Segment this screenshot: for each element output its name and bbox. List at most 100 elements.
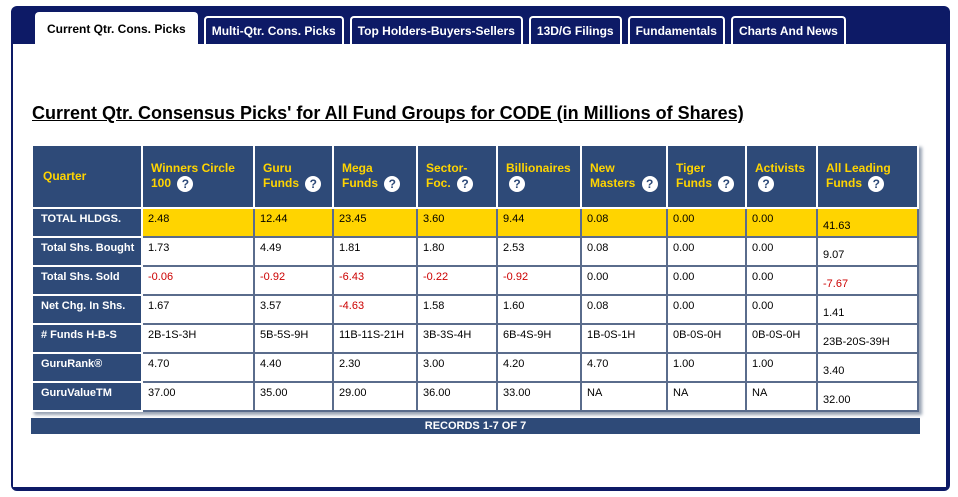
table-cell: 9.44 bbox=[496, 207, 582, 238]
column-header-label: Activists bbox=[755, 161, 806, 175]
column-header-label: Winners Circle 100 bbox=[151, 161, 235, 191]
table-cell: 3.40 bbox=[816, 352, 919, 383]
table-cell: 2.53 bbox=[496, 236, 582, 267]
row-label: GuruValueTM bbox=[31, 381, 143, 412]
table-cell: 0B-0S-0H bbox=[745, 323, 818, 354]
row-label: # Funds H-B-S bbox=[31, 323, 143, 354]
table-row: Net Chg. In Shs. 1.67 3.57 -4.63 1.58 1.60 0.0… bbox=[31, 294, 919, 325]
tab-top-holders-buyers-sellers[interactable]: Top Holders-Buyers-Sellers bbox=[349, 16, 523, 44]
table-row: Total Shs. Bought 1.73 4.49 1.81 1.80 2.53 0.0… bbox=[31, 236, 919, 267]
table-cell: 2.30 bbox=[332, 352, 418, 383]
table-cell: 1.58 bbox=[416, 294, 498, 325]
table-cell: 1.81 bbox=[332, 236, 418, 267]
table-cell: 0.00 bbox=[666, 294, 747, 325]
table-cell: 0.00 bbox=[666, 207, 747, 238]
table-cell: 4.70 bbox=[141, 352, 255, 383]
row-label: GuruRank® bbox=[31, 352, 143, 383]
table-cell: 3.57 bbox=[253, 294, 334, 325]
table-cell: NA bbox=[666, 381, 747, 412]
table-row: TOTAL HLDGS. 2.48 12.44 23.45 3.60 9.44 0.08 0.… bbox=[31, 207, 919, 238]
table-cell: 0.08 bbox=[580, 207, 668, 238]
table-cell: -6.43 bbox=[332, 265, 418, 296]
tab-bar: Current Qtr. Cons. Picks Multi-Qtr. Cons… bbox=[35, 12, 846, 44]
table-cell: 1.67 bbox=[141, 294, 255, 325]
column-header: Billionaires ? bbox=[496, 144, 582, 209]
consensus-table: Quarter Winners Circle 100 ? Guru Funds ?… bbox=[31, 144, 919, 412]
table-cell: -0.92 bbox=[253, 265, 334, 296]
table-cell: 0.08 bbox=[580, 236, 668, 267]
row-label: Total Shs. Sold bbox=[31, 265, 143, 296]
tab-charts-and-news[interactable]: Charts And News bbox=[730, 16, 846, 44]
column-header: Winners Circle 100 ? bbox=[141, 144, 255, 209]
table-cell: 0.00 bbox=[666, 236, 747, 267]
page-title: Current Qtr. Consensus Picks' for All Fu… bbox=[32, 103, 744, 123]
tab-multi-qtr-cons-picks[interactable]: Multi-Qtr. Cons. Picks bbox=[203, 16, 344, 44]
table-row: Total Shs. Sold -0.06 -0.92 -6.43 -0.22 -0.92… bbox=[31, 265, 919, 296]
table-cell: 9.07 bbox=[816, 236, 919, 267]
table-row: GuruRank® 4.70 4.40 2.30 3.00 4.20 4.70 1.00 1.0… bbox=[31, 352, 919, 383]
table-cell: 4.49 bbox=[253, 236, 334, 267]
help-icon[interactable]: ? bbox=[177, 176, 194, 192]
help-icon[interactable]: ? bbox=[718, 176, 735, 192]
column-header-label: Guru Funds bbox=[263, 161, 299, 191]
table-cell: 12.44 bbox=[253, 207, 334, 238]
help-icon[interactable]: ? bbox=[641, 176, 658, 192]
table-cell: 1.00 bbox=[666, 352, 747, 383]
help-icon[interactable]: ? bbox=[509, 176, 525, 192]
column-header: All Leading Funds ? bbox=[816, 144, 919, 209]
table-cell: 0.00 bbox=[580, 265, 668, 296]
table-cell: 0B-0S-0H bbox=[666, 323, 747, 354]
table-cell: 36.00 bbox=[416, 381, 498, 412]
tab-current-qtr-cons-picks[interactable]: Current Qtr. Cons. Picks bbox=[35, 12, 198, 44]
table-cell: 37.00 bbox=[141, 381, 255, 412]
row-label: TOTAL HLDGS. bbox=[31, 207, 143, 238]
help-icon[interactable]: ? bbox=[305, 176, 322, 192]
table-body: TOTAL HLDGS. 2.48 12.44 23.45 3.60 9.44 0.08 0.… bbox=[31, 207, 919, 412]
tab-fundamentals[interactable]: Fundamentals bbox=[627, 16, 725, 44]
table-cell: -4.63 bbox=[332, 294, 418, 325]
table-cell: -0.92 bbox=[496, 265, 582, 296]
table-cell: 4.40 bbox=[253, 352, 334, 383]
column-header: New Masters ? bbox=[580, 144, 668, 209]
table-cell: 1.00 bbox=[745, 352, 818, 383]
table-cell: 4.70 bbox=[580, 352, 668, 383]
row-label: Net Chg. In Shs. bbox=[31, 294, 143, 325]
table-cell: 0.00 bbox=[745, 294, 818, 325]
table-row: GuruValueTM 37.00 35.00 29.00 36.00 33.00 NA NA… bbox=[31, 381, 919, 412]
table-cell: 4.20 bbox=[496, 352, 582, 383]
column-header: Tiger Funds ? bbox=[666, 144, 747, 209]
column-header: Sector-Foc. ? bbox=[416, 144, 498, 209]
table-cell: NA bbox=[580, 381, 668, 412]
column-header: Guru Funds ? bbox=[253, 144, 334, 209]
table-cell: 0.00 bbox=[745, 207, 818, 238]
table-cell: -7.67 bbox=[816, 265, 919, 296]
table-cell: 1.60 bbox=[496, 294, 582, 325]
help-icon[interactable]: ? bbox=[384, 176, 401, 192]
help-icon[interactable]: ? bbox=[868, 176, 885, 192]
column-header: Activists ? bbox=[745, 144, 818, 209]
tab-13dg-filings[interactable]: 13D/G Filings bbox=[528, 16, 622, 44]
table-cell: 23.45 bbox=[332, 207, 418, 238]
table-cell: 3B-3S-4H bbox=[416, 323, 498, 354]
table-cell: 2B-1S-3H bbox=[141, 323, 255, 354]
table-cell: 1.73 bbox=[141, 236, 255, 267]
table-cell: 2.48 bbox=[141, 207, 255, 238]
help-icon[interactable]: ? bbox=[758, 176, 774, 192]
table-cell: 0.00 bbox=[666, 265, 747, 296]
table-cell: 1.80 bbox=[416, 236, 498, 267]
table-cell: 35.00 bbox=[253, 381, 334, 412]
table-row: # Funds H-B-S 2B-1S-3H 5B-5S-9H 11B-11S-21H… bbox=[31, 323, 919, 354]
table-cell: 41.63 bbox=[816, 207, 919, 238]
help-icon[interactable]: ? bbox=[457, 176, 474, 192]
table-cell: 3.60 bbox=[416, 207, 498, 238]
table-cell: 33.00 bbox=[496, 381, 582, 412]
table-cell: 5B-5S-9H bbox=[253, 323, 334, 354]
table-cell: 0.08 bbox=[580, 294, 668, 325]
column-header-label: All Leading Funds bbox=[826, 161, 891, 191]
table-cell: -0.22 bbox=[416, 265, 498, 296]
table-cell: -0.06 bbox=[141, 265, 255, 296]
table-cell: 0.00 bbox=[745, 265, 818, 296]
column-header-label: Mega Funds bbox=[342, 161, 378, 191]
records-footer: RECORDS 1-7 OF 7 bbox=[31, 418, 920, 434]
table-cell: 1.41 bbox=[816, 294, 919, 325]
